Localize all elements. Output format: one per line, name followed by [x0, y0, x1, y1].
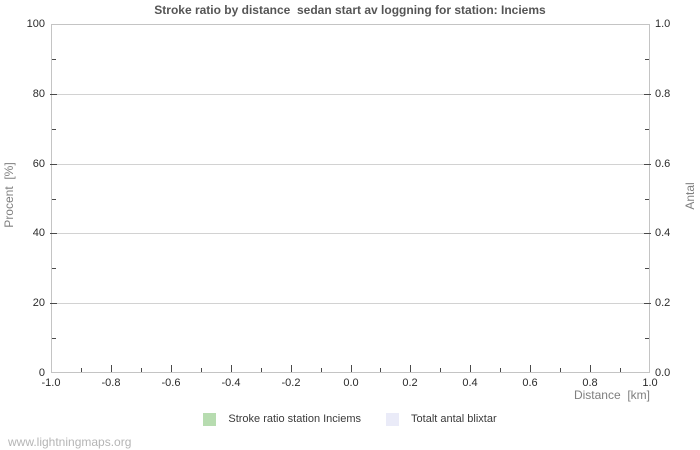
y-tick-label-left: 20	[32, 297, 45, 309]
x-minor-tick	[141, 368, 142, 372]
x-minor-tick	[440, 368, 441, 372]
x-minor-tick	[321, 368, 322, 372]
x-major-tick	[410, 365, 411, 372]
y-tick-label-right: 0.8	[655, 88, 671, 100]
x-tick-label: -0.8	[101, 377, 121, 389]
x-major-tick	[111, 365, 112, 372]
x-axis-title: Distance [km]	[573, 388, 650, 402]
x-tick-label: 0.4	[462, 377, 478, 389]
x-tick-label: -0.6	[161, 377, 181, 389]
y-tick-label-right: 0.4	[655, 227, 671, 239]
x-minor-tick	[500, 368, 501, 372]
x-major-tick	[470, 365, 471, 372]
x-major-tick	[590, 365, 591, 372]
y-minor-tick-right	[645, 199, 649, 200]
gridline-y	[52, 164, 649, 165]
x-minor-tick	[261, 368, 262, 372]
x-tick-label: -0.4	[221, 377, 241, 389]
y-major-tick-right	[644, 94, 651, 95]
x-tick-label: -1.0	[41, 377, 61, 389]
y-major-tick-left	[50, 233, 57, 234]
legend: Stroke ratio station Inciems Totalt anta…	[0, 410, 700, 428]
x-major-tick	[231, 365, 232, 372]
x-tick-label: 0.0	[343, 377, 359, 389]
y-minor-tick-left	[52, 199, 56, 200]
y-tick-label-right: 1.0	[655, 18, 671, 30]
y-major-tick-right	[644, 164, 651, 165]
y-tick-label-right: 0.2	[655, 297, 671, 309]
x-major-tick	[171, 365, 172, 372]
x-tick-label: -0.2	[281, 377, 301, 389]
y-tick-label-left: 0	[38, 367, 45, 379]
plot-area	[51, 24, 650, 373]
y-minor-tick-left	[52, 59, 56, 60]
y-tick-label-left: 100	[26, 18, 45, 30]
y-minor-tick-right	[645, 268, 649, 269]
y-major-tick-left	[50, 303, 57, 304]
y-major-tick-left	[50, 94, 57, 95]
watermark: www.lightningmaps.org	[8, 435, 132, 449]
x-tick-label: 0.8	[582, 377, 598, 389]
y-axis-title-left: Procent [%]	[2, 162, 16, 228]
gridline-y	[52, 303, 649, 304]
y-tick-label-left: 80	[32, 88, 45, 100]
y-major-tick-left	[50, 164, 57, 165]
gridline-y	[52, 94, 649, 95]
y-minor-tick-left	[52, 268, 56, 269]
y-tick-label-right: 0.0	[655, 367, 671, 379]
y-minor-tick-left	[52, 129, 56, 130]
x-minor-tick	[201, 368, 202, 372]
legend-item: Totalt antal blixtar	[386, 412, 497, 426]
x-minor-tick	[81, 368, 82, 372]
x-major-tick	[351, 365, 352, 372]
x-tick-label: 0.6	[522, 377, 538, 389]
legend-label: Stroke ratio station Inciems	[228, 413, 362, 425]
y-minor-tick-left	[52, 338, 56, 339]
legend-swatch	[386, 412, 400, 426]
x-minor-tick	[380, 368, 381, 372]
y-axis-title-right: Antal	[683, 182, 697, 210]
gridline-y	[52, 233, 649, 234]
x-major-tick	[291, 365, 292, 372]
y-minor-tick-right	[645, 59, 649, 60]
x-tick-label: 1.0	[642, 377, 658, 389]
y-major-tick-right	[644, 233, 651, 234]
x-tick-label: 0.2	[402, 377, 418, 389]
y-tick-label-left: 40	[32, 227, 45, 239]
chart-title: Stroke ratio by distance sedan start av …	[154, 3, 546, 17]
y-tick-label-right: 0.6	[655, 158, 671, 170]
legend-swatch	[203, 412, 217, 426]
y-tick-label-left: 60	[32, 158, 45, 170]
y-minor-tick-right	[645, 338, 649, 339]
x-major-tick	[530, 365, 531, 372]
y-major-tick-right	[644, 303, 651, 304]
legend-item: Stroke ratio station Inciems	[203, 412, 362, 426]
legend-label: Totalt antal blixtar	[411, 413, 497, 425]
x-minor-tick	[560, 368, 561, 372]
x-minor-tick	[620, 368, 621, 372]
y-minor-tick-right	[645, 129, 649, 130]
